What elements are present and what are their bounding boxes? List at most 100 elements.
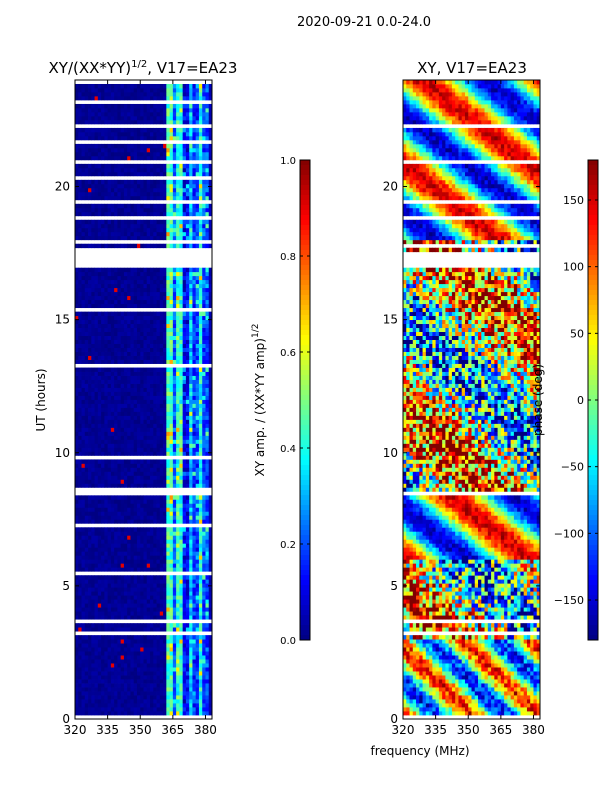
- heatmap-cell: [123, 167, 128, 173]
- heatmap-cell: [208, 699, 213, 704]
- heatmap-cell: [205, 279, 210, 285]
- heatmap-cell: [146, 555, 151, 560]
- heatmap-cell: [156, 419, 161, 424]
- heatmap-cell: [81, 655, 86, 660]
- heatmap-cell: [179, 407, 184, 412]
- heatmap-cell: [192, 647, 197, 652]
- heatmap-cell: [97, 511, 102, 516]
- heatmap-cell: [156, 667, 161, 672]
- heatmap-cell: [120, 555, 125, 560]
- heatmap-cell: [153, 315, 157, 321]
- heatmap-cell: [130, 531, 135, 536]
- heatmap-cell: [123, 603, 128, 608]
- heatmap-cell: [156, 279, 161, 285]
- heatmap-cell: [130, 211, 135, 217]
- heatmap-cell: [163, 547, 167, 552]
- heatmap-cell: [208, 535, 213, 540]
- heatmap-cell: [140, 499, 144, 504]
- heatmap-cell: [146, 219, 151, 225]
- heatmap-cell: [146, 459, 151, 464]
- heatmap-cell: [202, 355, 206, 360]
- heatmap-cell: [189, 315, 193, 321]
- heatmap-cell: [136, 707, 141, 712]
- heatmap-cell: [202, 391, 206, 396]
- heatmap-cell: [117, 379, 122, 384]
- heatmap-cell: [176, 335, 180, 340]
- heatmap-cell: [163, 615, 167, 620]
- heatmap-cell: [91, 167, 95, 173]
- heatmap-cell: [81, 319, 86, 325]
- heatmap-cell: [94, 431, 99, 436]
- heatmap-cell: [140, 267, 144, 273]
- heatmap-cell: [97, 327, 102, 332]
- heatmap-cell: [75, 599, 79, 604]
- heatmap-cell: [153, 499, 157, 504]
- heatmap-cell: [166, 531, 170, 536]
- heatmap-cell: [120, 563, 125, 568]
- heatmap-cell: [81, 687, 86, 692]
- heatmap-cell: [208, 671, 213, 676]
- heatmap-cell: [84, 467, 89, 472]
- heatmap-cell: [146, 451, 151, 456]
- heatmap-cell: [104, 323, 109, 329]
- heatmap-cell: [198, 375, 203, 380]
- heatmap-cell: [114, 283, 118, 289]
- heatmap-cell: [75, 371, 79, 376]
- heatmap-cell: [205, 471, 210, 476]
- heatmap-cell: [166, 643, 170, 648]
- heatmap-cell: [97, 451, 102, 456]
- heatmap-cell: [120, 567, 125, 572]
- heatmap-cell: [136, 191, 141, 197]
- heatmap-cell: [172, 271, 177, 277]
- heatmap-cell: [166, 655, 170, 660]
- heatmap-cell: [130, 271, 135, 277]
- heatmap-cell: [182, 327, 187, 332]
- heatmap-cell: [91, 383, 95, 388]
- heatmap-cell: [81, 515, 86, 520]
- heatmap-cell: [104, 287, 109, 293]
- heatmap-cell: [97, 519, 102, 524]
- heatmap-cell: [198, 315, 203, 321]
- heatmap-cell: [150, 575, 154, 580]
- heatmap-cell: [117, 187, 122, 193]
- heatmap-cell: [130, 459, 135, 464]
- heatmap-cell: [176, 507, 180, 512]
- heatmap-cell: [136, 235, 141, 241]
- heatmap-cell: [127, 427, 131, 432]
- heatmap-cell: [110, 707, 115, 712]
- heatmap-cell: [153, 711, 157, 716]
- heatmap-cell: [153, 611, 157, 616]
- heatmap-cell: [163, 443, 167, 448]
- heatmap-cell: [189, 499, 193, 504]
- heatmap-cell: [166, 347, 170, 352]
- heatmap-cell: [192, 283, 197, 289]
- heatmap-cell: [195, 651, 200, 656]
- heatmap-cell: [127, 207, 131, 213]
- heatmap-cell: [78, 351, 82, 356]
- heatmap-cell: [150, 519, 154, 524]
- heatmap-cell: [192, 503, 197, 508]
- heatmap-cell: [192, 519, 197, 524]
- heatmap-cell: [205, 643, 210, 648]
- heatmap-cell: [101, 587, 105, 592]
- heatmap-cell: [156, 611, 161, 616]
- heatmap-cell: [120, 691, 125, 696]
- heatmap-cell: [94, 467, 99, 472]
- heatmap-cell: [110, 231, 115, 237]
- heatmap-cell: [182, 303, 187, 309]
- heatmap-cell: [97, 399, 102, 404]
- heatmap-cell: [163, 603, 167, 608]
- heatmap-cell: [153, 431, 157, 436]
- heatmap-cell: [195, 415, 200, 420]
- heatmap-cell: [130, 611, 135, 616]
- heatmap-cell: [153, 519, 157, 524]
- heatmap-cell: [123, 559, 128, 564]
- heatmap-cell: [127, 703, 131, 708]
- heatmap-cell: [97, 667, 102, 672]
- heatmap-cell: [140, 395, 144, 400]
- heatmap-cell: [185, 539, 190, 544]
- heatmap-cell: [198, 695, 203, 700]
- heatmap-cell: [101, 531, 105, 536]
- heatmap-cell: [130, 607, 135, 612]
- heatmap-cell: [136, 603, 141, 608]
